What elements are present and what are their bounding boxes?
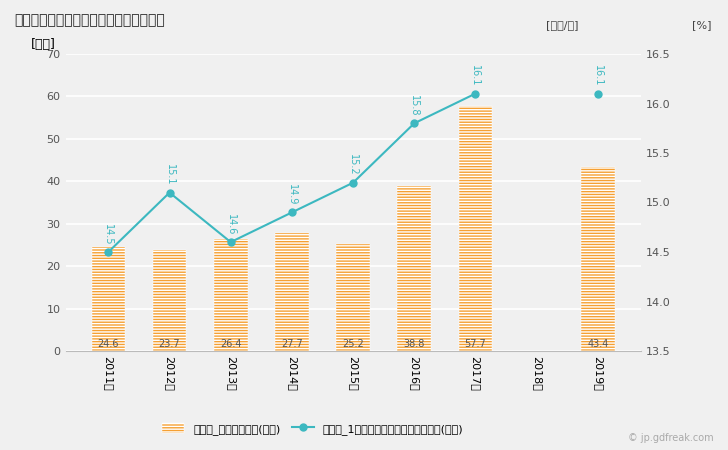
Text: 23.7: 23.7	[159, 339, 181, 349]
Legend: 住宅用_工事費予定額(左軸), 住宅用_1平米当たり平均工事費予定額(右軸): 住宅用_工事費予定額(左軸), 住宅用_1平米当たり平均工事費予定額(右軸)	[162, 423, 464, 435]
Text: 住宅用建築物の工事費予定額合計の推移: 住宅用建築物の工事費予定額合計の推移	[15, 14, 165, 27]
Bar	[153, 251, 186, 351]
Text: 43.4: 43.4	[587, 339, 609, 349]
Bar	[581, 167, 614, 351]
Text: 38.8: 38.8	[403, 339, 425, 349]
Bar	[336, 244, 370, 351]
Text: [万円/㎡]: [万円/㎡]	[546, 20, 579, 30]
Text: 57.7: 57.7	[464, 339, 486, 349]
Text: 14.6: 14.6	[226, 214, 236, 235]
Text: 24.6: 24.6	[98, 339, 119, 349]
Bar	[275, 234, 309, 351]
Text: 14.5: 14.5	[103, 224, 114, 245]
Text: 15.1: 15.1	[165, 164, 175, 186]
Text: 14.9: 14.9	[287, 184, 297, 206]
Text: © jp.gdfreak.com: © jp.gdfreak.com	[628, 433, 713, 443]
Text: 16.1: 16.1	[593, 65, 603, 87]
Text: 16.1: 16.1	[470, 65, 480, 87]
Bar	[459, 106, 492, 351]
Bar	[397, 186, 431, 351]
Bar	[92, 247, 125, 351]
Text: 26.4: 26.4	[220, 339, 242, 349]
Bar	[214, 239, 248, 351]
Text: 15.2: 15.2	[348, 154, 358, 176]
Y-axis label: [億円]: [億円]	[31, 38, 56, 51]
Text: 25.2: 25.2	[342, 339, 364, 349]
Text: [%]: [%]	[692, 20, 712, 30]
Text: 27.7: 27.7	[281, 339, 303, 349]
Text: 15.8: 15.8	[409, 95, 419, 117]
